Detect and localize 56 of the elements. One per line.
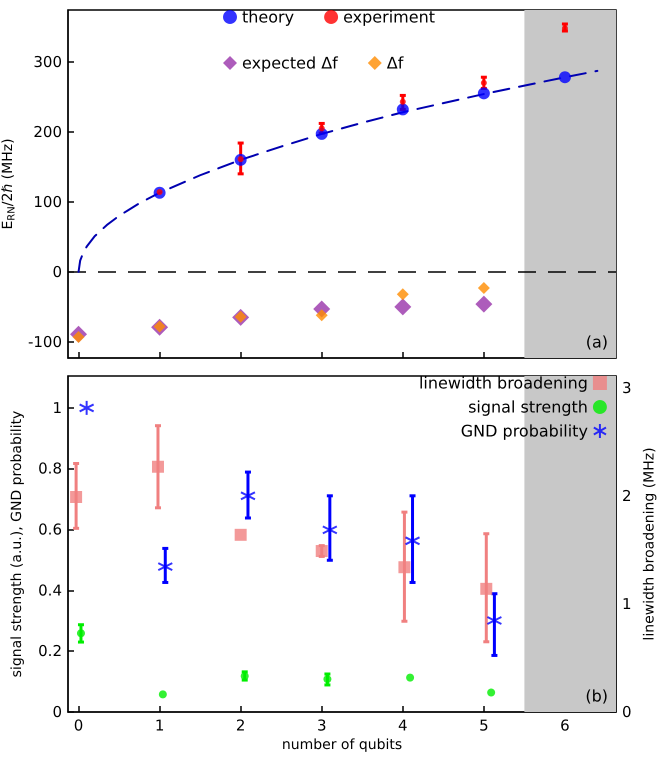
- point: [396, 103, 409, 116]
- point: [480, 582, 492, 595]
- point: [234, 528, 247, 541]
- legend-label: expected Δf: [242, 54, 338, 72]
- x-tick-label: 5: [479, 716, 489, 734]
- y2-tick-label: 1: [622, 594, 632, 613]
- legend-label: Δf: [386, 54, 404, 72]
- y-tick-label: 0.2: [38, 642, 62, 660]
- y-tick-label: 0.6: [38, 520, 62, 539]
- point: [406, 674, 414, 682]
- x-tick-label: 3: [316, 716, 327, 734]
- y-tick-label: 0.4: [38, 581, 62, 600]
- y-tick-label: 300: [33, 52, 62, 71]
- point: [480, 80, 487, 86]
- point: [400, 98, 406, 105]
- point: [78, 400, 95, 416]
- point: [475, 296, 492, 313]
- legend-label: experiment: [343, 8, 436, 26]
- point: [487, 688, 496, 697]
- y-tick-label: -100: [28, 332, 62, 351]
- legend-label: signal strength: [468, 398, 588, 416]
- y2-tick-label: 0: [622, 703, 632, 721]
- point: [316, 545, 328, 558]
- annotation: (b): [585, 686, 608, 706]
- y-axis-title: ERN/2ℏ (MHz): [0, 138, 18, 230]
- y2-tick-label: 2: [622, 486, 632, 505]
- x-tick-label: 4: [398, 716, 408, 734]
- point: [158, 690, 167, 698]
- x-axis-title: number of qubits: [282, 737, 402, 753]
- x-tick-label: 2: [236, 716, 246, 734]
- annotation: (a): [586, 332, 608, 352]
- y2-tick-label: 3: [622, 378, 632, 397]
- y-tick-label: 0.8: [38, 460, 62, 478]
- y-tick-label: 1: [52, 398, 62, 417]
- x-tick-label: 1: [154, 716, 164, 734]
- point: [558, 71, 571, 84]
- x-tick-label: 0: [74, 716, 84, 734]
- point: [76, 629, 85, 638]
- point: [396, 288, 409, 300]
- point: [478, 282, 490, 294]
- point: [323, 675, 332, 684]
- point: [478, 87, 490, 100]
- y-tick-label: 100: [33, 192, 62, 211]
- point: [70, 491, 82, 504]
- legend-label: GND probability: [460, 422, 588, 440]
- point: [152, 460, 164, 473]
- point: [398, 561, 410, 574]
- y-axis-title: signal strength (a.u.), GND probability: [9, 410, 25, 678]
- legend-label: theory: [242, 8, 294, 26]
- y-tick-label: 0: [52, 262, 62, 281]
- y-tick-label: 0: [52, 703, 62, 721]
- legend-label: linewidth broadening: [418, 374, 588, 392]
- y2-axis-title: linewidth broadening (MHz): [641, 447, 658, 641]
- x-tick-label: 6: [560, 716, 570, 734]
- y-tick-label: 200: [33, 122, 62, 141]
- point: [394, 298, 412, 316]
